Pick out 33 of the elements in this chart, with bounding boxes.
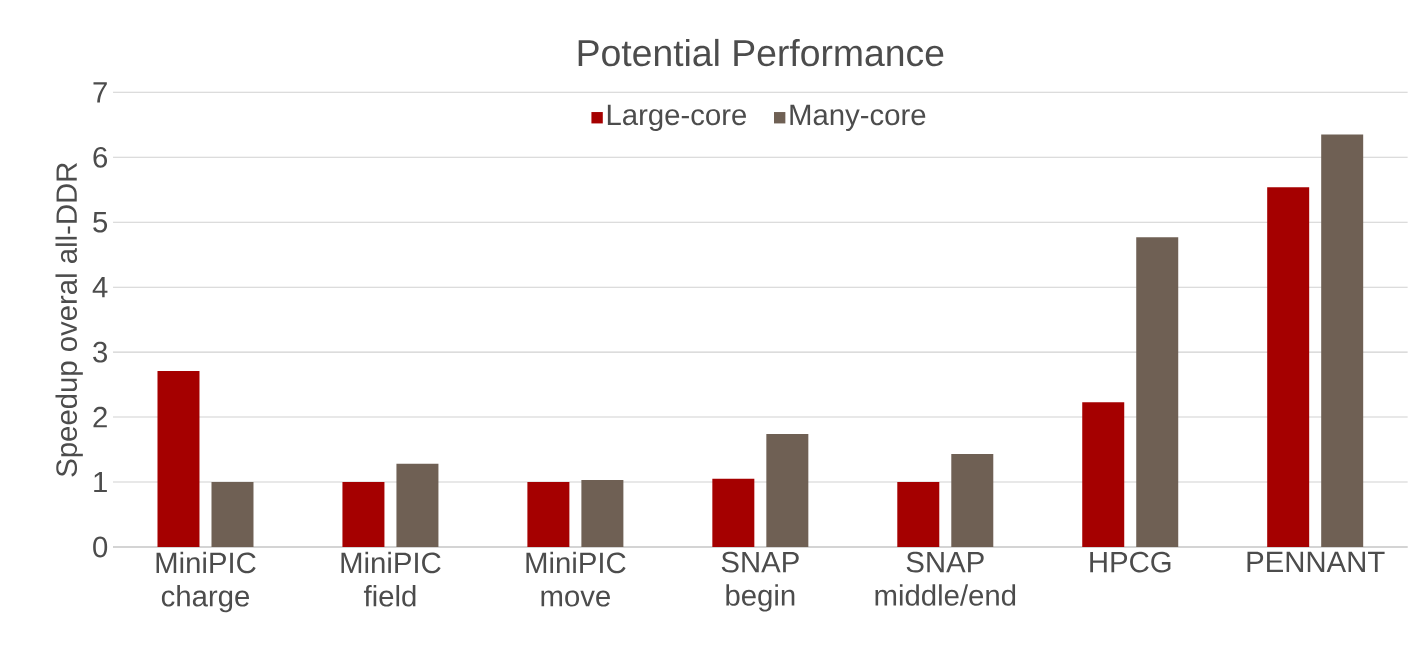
y-tick-label: 1 [94,471,107,493]
bar [396,463,439,547]
bar [581,480,624,547]
y-tick-label: 7 [93,82,107,103]
legend-label: Many-core [790,104,926,132]
legend-label: Large-core [607,104,746,132]
y-tick-label: 0 [93,536,108,558]
bar [1136,237,1179,547]
x-tick-label: HPCG [1090,551,1171,573]
bar [951,454,994,547]
x-tick-label: SNAP middle/end [875,551,1016,606]
x-tick-label: SNAP begin [721,551,799,612]
bar [527,482,570,547]
chart-title: Potential Performance [578,38,944,67]
y-tick-label: 3 [93,341,108,363]
bar [342,482,385,547]
x-tick-label: MiniPIC field [341,551,441,607]
y-tick-label: 4 [92,277,108,298]
bar [157,370,200,547]
bar [766,433,809,547]
x-tick-label: MiniPIC charge [156,551,256,613]
bar [897,482,940,547]
bar [712,478,755,547]
y-axis-title: Speedup overal all-DDR [55,162,83,477]
bar [211,482,254,547]
x-tick-label: MiniPIC move [526,551,626,607]
y-tick-label: 2 [93,406,107,428]
bar [1082,402,1125,547]
y-tick-label: 5 [93,212,108,233]
bar [1267,187,1310,547]
x-tick-label: PENNANT [1247,551,1385,572]
y-tick-label: 6 [93,146,108,168]
bar [1321,134,1364,547]
